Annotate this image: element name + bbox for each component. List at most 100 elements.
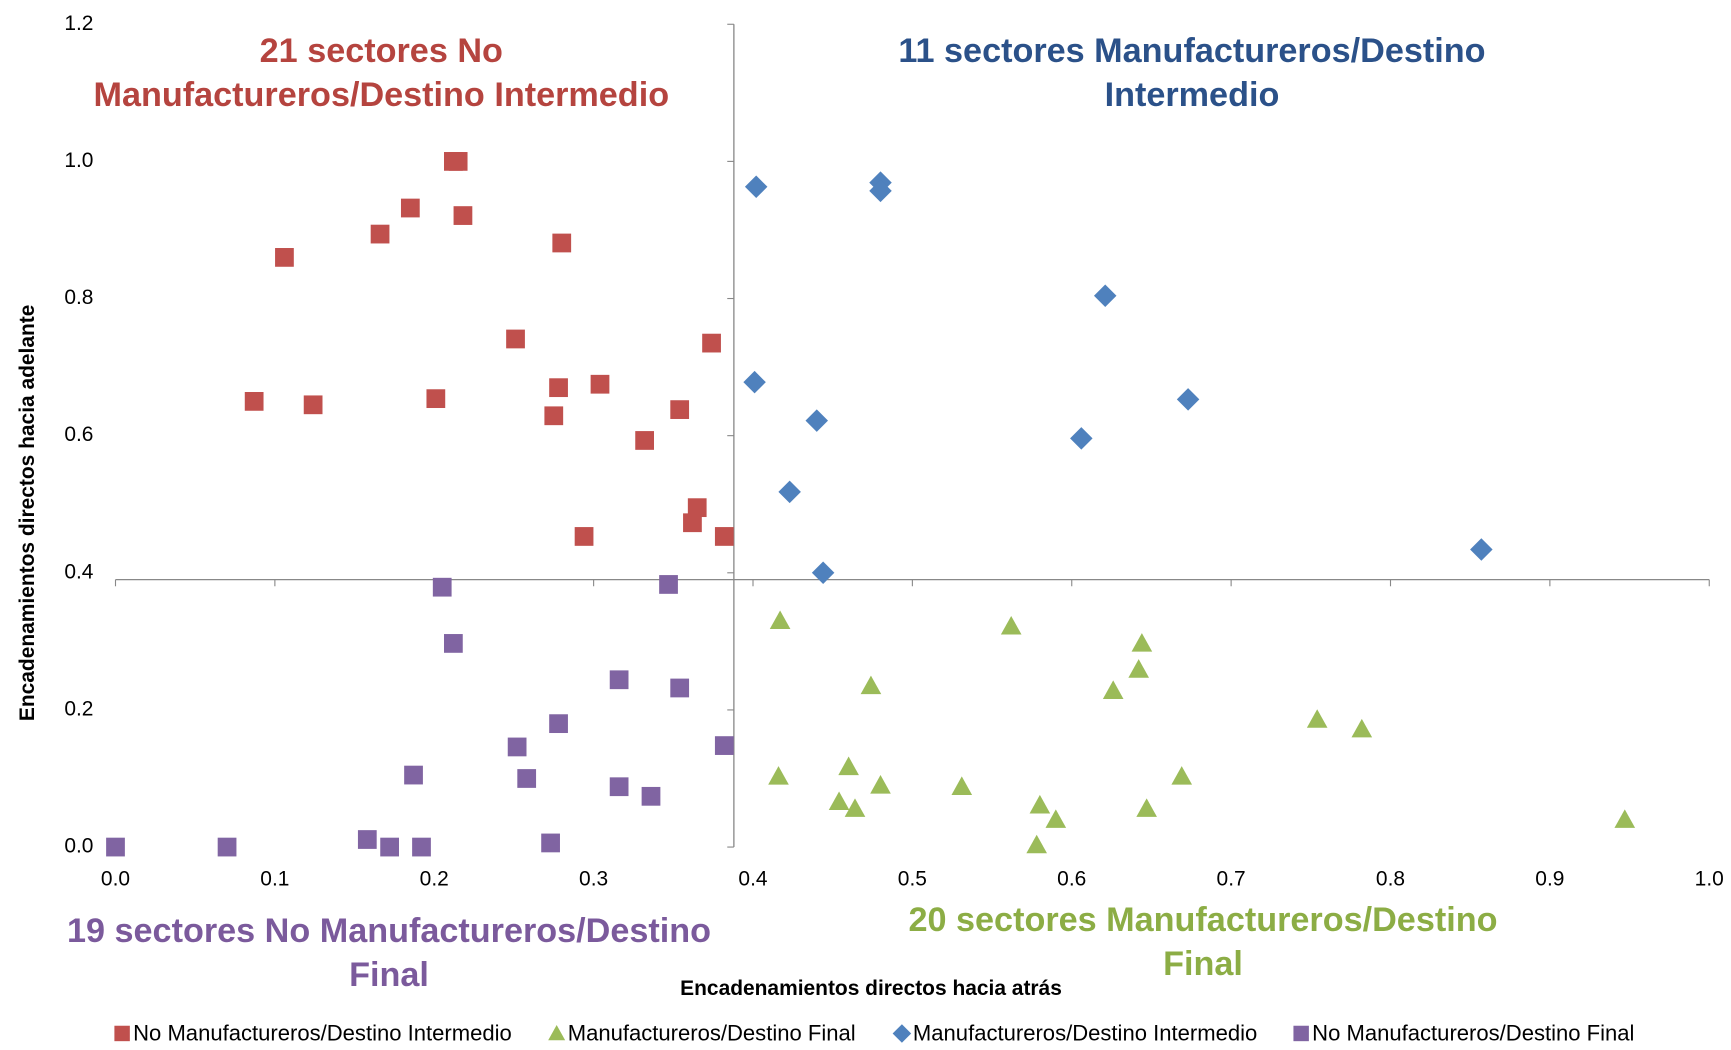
quadrant-label: Intermedio — [1105, 76, 1280, 114]
point — [805, 409, 828, 432]
quadrant-label: Final — [349, 956, 429, 994]
point — [507, 737, 527, 757]
point — [303, 395, 323, 415]
point — [544, 406, 564, 426]
point — [1131, 633, 1153, 652]
point — [590, 374, 610, 394]
point — [517, 769, 537, 788]
point — [1029, 794, 1051, 814]
point — [412, 837, 431, 857]
point — [951, 776, 973, 795]
legend-label: No Manufactureros/Destino Final — [1312, 1020, 1634, 1045]
point — [549, 378, 568, 398]
point — [1176, 388, 1200, 411]
point — [1026, 834, 1047, 854]
point — [778, 480, 801, 504]
point — [641, 786, 661, 806]
x-tick-label: 0.9 — [1535, 868, 1564, 891]
point — [357, 830, 377, 849]
point — [1171, 766, 1193, 785]
point — [404, 765, 423, 785]
quadrant-label: Manufactureros/Destino Intermedio — [94, 76, 670, 114]
legend-marker — [114, 1025, 130, 1042]
point — [1306, 709, 1328, 728]
y-tick-label: 0.2 — [64, 697, 93, 720]
point — [670, 400, 690, 419]
y-tick-label: 0.0 — [64, 835, 93, 858]
point — [844, 798, 866, 817]
x-tick-label: 1.0 — [1695, 868, 1724, 891]
point — [1351, 718, 1373, 738]
y-axis-label: Encadenamientos directos hacia adelante — [16, 305, 39, 722]
x-tick-label: 0.6 — [1057, 868, 1086, 891]
point — [506, 329, 525, 349]
point — [1128, 659, 1149, 678]
x-tick-label: 0.5 — [898, 868, 927, 891]
point — [552, 233, 572, 253]
point — [432, 577, 452, 597]
point — [1136, 798, 1157, 817]
point — [426, 389, 446, 409]
point — [609, 670, 629, 690]
quadrant-label: 20 sectores Manufactureros/Destino — [909, 901, 1498, 939]
x-tick-label: 0.1 — [260, 868, 289, 891]
point — [743, 370, 766, 394]
point — [549, 714, 568, 734]
point — [1070, 427, 1093, 450]
point — [714, 527, 734, 546]
point — [635, 431, 654, 450]
point — [683, 513, 702, 533]
point — [1470, 538, 1493, 561]
y-tick-label: 0.8 — [64, 286, 93, 309]
y-tick-label: 0.4 — [64, 560, 93, 583]
point — [714, 736, 734, 755]
x-axis-label: Encadenamientos directos hacia atrás — [680, 977, 1062, 1000]
point — [400, 198, 420, 218]
point — [687, 498, 707, 518]
x-tick-label: 0.0 — [101, 868, 130, 891]
point — [106, 837, 125, 857]
x-tick-label: 0.3 — [579, 868, 608, 891]
point — [768, 766, 789, 785]
x-tick-label: 0.4 — [738, 868, 767, 891]
point — [541, 833, 560, 853]
legend-label: Manufactureros/Destino Final — [568, 1020, 856, 1045]
point — [1000, 615, 1022, 635]
point — [860, 675, 882, 695]
quadrant-label: 21 sectores No — [260, 32, 503, 70]
point — [870, 775, 891, 794]
y-tick-label: 1.0 — [64, 149, 93, 172]
point — [444, 634, 463, 653]
x-tick-label: 0.8 — [1376, 868, 1405, 891]
point — [1093, 284, 1117, 308]
point — [769, 610, 791, 630]
point — [275, 248, 294, 267]
quadrant-label: Final — [1163, 945, 1243, 983]
point — [869, 179, 892, 203]
quadrant-label: 11 sectores Manufactureros/Destino — [898, 32, 1485, 70]
point — [1102, 680, 1124, 699]
point — [838, 756, 859, 776]
point — [828, 791, 850, 811]
y-tick-label: 1.2 — [64, 12, 93, 35]
point — [217, 837, 237, 857]
point — [448, 152, 468, 171]
point — [380, 837, 399, 857]
legend-marker — [892, 1024, 912, 1043]
legend-marker — [548, 1024, 566, 1041]
point — [574, 527, 594, 546]
legend-label: No Manufactureros/Destino Intermedio — [133, 1020, 512, 1045]
point — [609, 777, 629, 797]
point — [370, 224, 390, 244]
legend-label: Manufactureros/Destino Intermedio — [913, 1020, 1257, 1045]
point — [702, 333, 721, 353]
point — [244, 392, 264, 411]
point — [744, 175, 768, 199]
point — [453, 206, 473, 225]
point — [1045, 809, 1067, 828]
point — [670, 678, 690, 698]
x-tick-label: 0.2 — [420, 868, 449, 891]
y-tick-label: 0.6 — [64, 423, 93, 446]
x-tick-label: 0.7 — [1217, 868, 1246, 891]
quadrant-label: 19 sectores No Manufactureros/Destino — [67, 912, 711, 950]
